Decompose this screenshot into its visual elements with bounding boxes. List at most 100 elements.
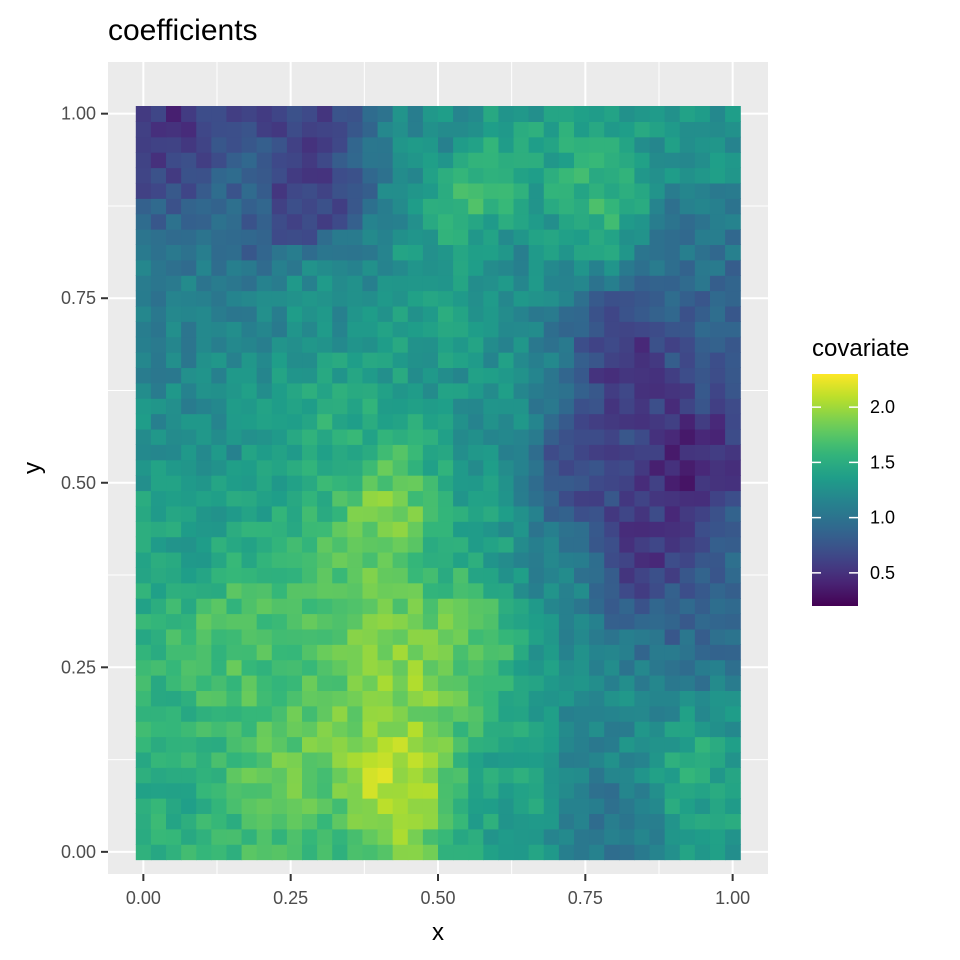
heatmap-cell — [302, 536, 318, 553]
heatmap-cell — [483, 428, 500, 445]
heatmap-cell — [392, 475, 409, 492]
heatmap-cell — [166, 336, 182, 353]
heatmap-cell — [302, 428, 318, 445]
heatmap-cell — [317, 767, 333, 784]
heatmap-cell — [422, 798, 439, 815]
heatmap-cell — [150, 613, 167, 630]
heatmap-cell — [332, 290, 348, 307]
heatmap-cell — [196, 613, 212, 630]
heatmap-cell — [498, 675, 515, 691]
heatmap-cell — [196, 382, 212, 399]
heatmap-cell — [709, 428, 726, 445]
heatmap-cell — [211, 613, 228, 630]
chart-title: coefficients — [108, 14, 258, 47]
heatmap-cell — [649, 428, 666, 445]
heatmap-cell — [256, 736, 273, 753]
heatmap-cell — [377, 167, 394, 184]
heatmap-cell — [256, 229, 273, 245]
heatmap-cell — [377, 428, 394, 445]
heatmap-cell — [634, 182, 651, 199]
heatmap-cell — [407, 767, 424, 784]
heatmap-cell — [573, 551, 590, 568]
heatmap-cell — [362, 828, 379, 845]
heatmap-cell — [513, 736, 530, 753]
heatmap-cell — [135, 229, 152, 245]
heatmap-cell — [347, 582, 364, 599]
heatmap-cell — [256, 167, 273, 184]
heatmap-cell — [528, 290, 545, 307]
heatmap-cell — [543, 598, 560, 615]
heatmap-cell — [483, 444, 500, 461]
heatmap-cell — [634, 675, 651, 691]
heatmap-cell — [226, 167, 243, 184]
heatmap-cell — [649, 705, 666, 722]
heatmap-cell — [377, 751, 394, 768]
heatmap-cell — [664, 106, 681, 122]
heatmap-cell — [196, 121, 212, 138]
heatmap-cell — [422, 167, 439, 184]
heatmap-cell — [241, 798, 258, 815]
heatmap-cell — [422, 336, 439, 353]
heatmap-cell — [135, 152, 152, 169]
heatmap-cell — [589, 751, 605, 768]
heatmap-cell — [392, 751, 409, 768]
heatmap-cell — [619, 259, 636, 276]
heatmap-cell — [196, 167, 212, 184]
heatmap-cell — [256, 321, 273, 338]
heatmap-cell — [241, 182, 258, 199]
heatmap-cell — [407, 582, 424, 599]
heatmap-cell — [634, 459, 651, 476]
heatmap-cell — [634, 736, 651, 753]
heatmap-cell — [528, 444, 545, 461]
heatmap-cell — [483, 705, 500, 722]
heatmap-cell — [166, 382, 182, 399]
heatmap-cell — [709, 536, 726, 553]
heatmap-cell — [166, 152, 182, 169]
heatmap-cell — [362, 259, 379, 276]
heatmap-cell — [664, 275, 681, 292]
heatmap-cell — [709, 828, 726, 845]
heatmap-cell — [392, 782, 409, 799]
heatmap-cell — [286, 444, 303, 461]
heatmap-cell — [286, 598, 303, 615]
heatmap-cell — [135, 121, 152, 138]
heatmap-cell — [725, 382, 741, 399]
heatmap-cell — [468, 705, 484, 722]
heatmap-cell — [498, 659, 515, 676]
heatmap-cell — [453, 675, 469, 691]
heatmap-cell — [483, 367, 500, 384]
heatmap-cell — [317, 336, 333, 353]
heatmap-cell — [150, 767, 167, 784]
heatmap-cell — [619, 567, 636, 584]
heatmap-cell — [196, 813, 212, 830]
heatmap-cell — [166, 244, 182, 261]
heatmap-cell — [332, 413, 348, 430]
heatmap-cell — [407, 551, 424, 568]
heatmap-cell — [664, 705, 681, 722]
heatmap-cell — [589, 567, 605, 584]
heatmap-cell — [679, 459, 696, 476]
heatmap-cell — [709, 613, 726, 630]
heatmap-cell — [453, 721, 469, 738]
heatmap-cell — [302, 505, 318, 522]
heatmap-cell — [589, 413, 605, 430]
heatmap-cell — [271, 582, 288, 599]
heatmap-cell — [196, 505, 212, 522]
x-tick-label: 0.75 — [568, 888, 603, 908]
heatmap-cell — [407, 198, 424, 215]
heatmap-cell — [241, 659, 258, 676]
heatmap-cell — [634, 844, 651, 861]
heatmap-cell — [438, 136, 454, 153]
heatmap-cell — [392, 336, 409, 353]
heatmap-cell — [286, 490, 303, 507]
heatmap-cell — [407, 751, 424, 768]
heatmap-cell — [422, 690, 439, 707]
heatmap-cell — [196, 598, 212, 615]
heatmap-cell — [347, 551, 364, 568]
heatmap-cell — [422, 290, 439, 307]
heatmap-cell — [513, 121, 530, 138]
heatmap-cell — [286, 367, 303, 384]
heatmap-cell — [271, 428, 288, 445]
heatmap-cell — [135, 336, 152, 353]
heatmap-cell — [664, 321, 681, 338]
